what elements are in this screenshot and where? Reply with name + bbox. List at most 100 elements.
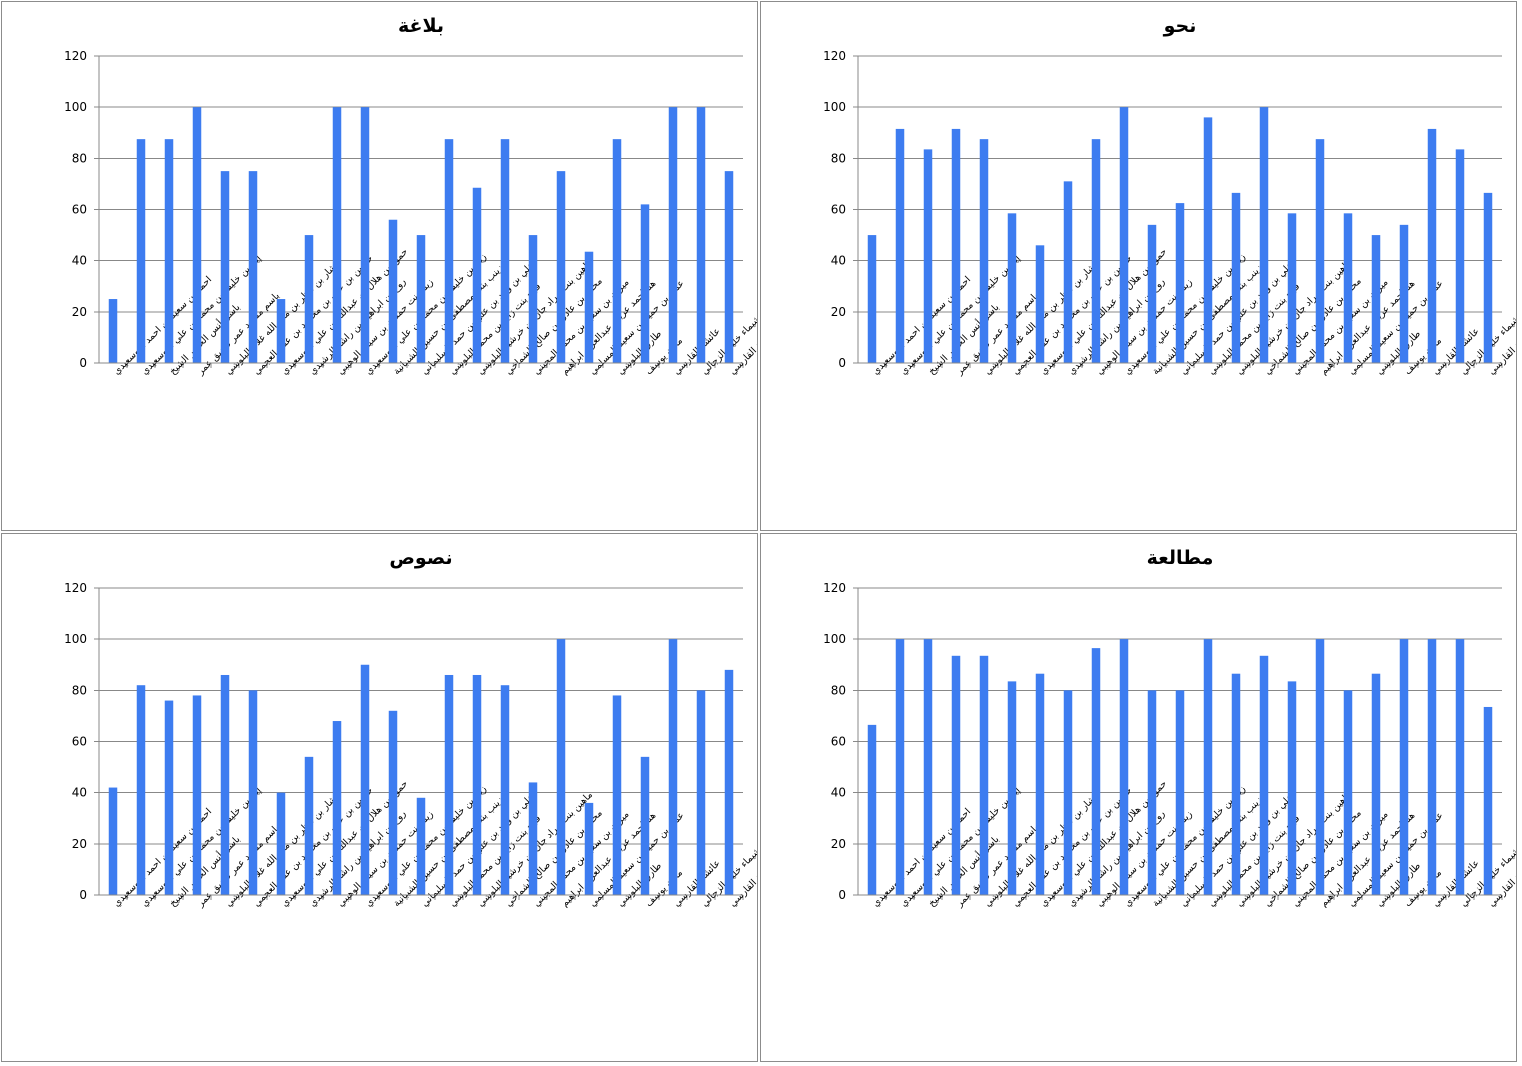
y-tick-label: 0 <box>838 356 846 370</box>
chart-title: بلاغة <box>398 15 444 37</box>
y-tick-label: 60 <box>72 735 87 749</box>
bar <box>1035 673 1045 895</box>
bar <box>136 139 146 363</box>
y-tick-label: 20 <box>831 305 846 319</box>
y-tick-label: 120 <box>823 581 846 595</box>
bar <box>1203 117 1213 364</box>
bar <box>1231 192 1241 363</box>
y-tick-label: 100 <box>823 100 846 114</box>
bar <box>696 690 706 895</box>
bar <box>108 299 118 363</box>
bar <box>1147 690 1157 895</box>
bar <box>1063 690 1073 895</box>
y-tick-label: 40 <box>72 254 87 268</box>
bar <box>1007 213 1017 363</box>
bar <box>1371 235 1381 363</box>
chart-panel-balagha: بلاغة 0 20 40 60 80 100 120 احمد بن سعيد بن احمد… <box>1 1 758 531</box>
bar <box>1119 639 1129 895</box>
bar <box>1399 639 1409 895</box>
bar <box>1259 655 1269 895</box>
bar <box>528 235 538 363</box>
bar <box>951 128 961 363</box>
bar <box>556 639 566 895</box>
bar <box>304 235 314 363</box>
bar <box>867 235 877 363</box>
bar <box>276 299 286 363</box>
bar <box>136 685 146 895</box>
bar <box>1287 681 1297 895</box>
bar <box>696 107 706 364</box>
bar <box>388 710 398 895</box>
bar <box>444 674 454 895</box>
bar <box>1315 639 1325 895</box>
bar <box>1315 139 1325 363</box>
bar <box>867 724 877 895</box>
y-tick-label: 20 <box>72 305 87 319</box>
y-tick-label: 120 <box>823 49 846 63</box>
bar <box>584 802 594 895</box>
bar <box>1427 639 1437 895</box>
bar <box>1455 639 1465 895</box>
bar <box>220 674 230 895</box>
bar <box>1343 690 1353 895</box>
bar <box>1231 673 1241 895</box>
bar <box>1371 673 1381 895</box>
y-tick-label: 40 <box>831 254 846 268</box>
bar <box>584 251 594 363</box>
bar <box>1035 245 1045 363</box>
bar <box>1483 192 1493 363</box>
y-tick-label: 0 <box>79 356 87 370</box>
bar <box>1147 224 1157 363</box>
bar <box>612 695 622 895</box>
chart-panel-nahw: نحو 0 20 40 60 80 100 120 احمد بن سعيد بن احمد ا… <box>760 1 1517 531</box>
bar <box>360 107 370 364</box>
chart-panel-nusus: نصوص 0 20 40 60 80 100 120 احمد بن سعيد بن احمد … <box>1 533 758 1062</box>
bar <box>724 171 734 363</box>
y-tick-label: 60 <box>72 203 87 217</box>
bar <box>472 187 482 363</box>
bar <box>556 171 566 363</box>
bar <box>1399 224 1409 363</box>
y-tick-label: 120 <box>64 581 87 595</box>
bar <box>444 139 454 363</box>
bar <box>192 695 202 895</box>
bar <box>1063 181 1073 363</box>
y-tick-label: 120 <box>64 49 87 63</box>
chart-title: نحو <box>1163 15 1197 37</box>
bar <box>276 792 286 895</box>
bar <box>612 139 622 363</box>
bar <box>332 107 342 364</box>
bar <box>668 107 678 364</box>
y-tick-label: 80 <box>831 683 846 697</box>
y-tick-label: 40 <box>831 786 846 800</box>
y-tick-label: 100 <box>64 100 87 114</box>
bar <box>192 107 202 364</box>
bar <box>1175 203 1185 363</box>
y-tick-label: 0 <box>838 888 846 902</box>
y-tick-label: 20 <box>831 837 846 851</box>
y-tick-label: 100 <box>823 632 846 646</box>
bar <box>640 756 650 895</box>
y-tick-label: 0 <box>79 888 87 902</box>
y-tick-label: 40 <box>72 786 87 800</box>
bar <box>724 669 734 895</box>
bar <box>500 139 510 363</box>
bar <box>108 787 118 895</box>
bar <box>1287 213 1297 363</box>
bar <box>1259 107 1269 364</box>
bar <box>951 655 961 895</box>
bar <box>895 128 905 363</box>
y-tick-label: 80 <box>72 683 87 697</box>
chart-title: مطالعة <box>1147 547 1214 569</box>
bar <box>388 219 398 363</box>
bar <box>1175 690 1185 895</box>
bar <box>332 721 342 895</box>
y-tick-label: 60 <box>831 735 846 749</box>
bar <box>528 782 538 895</box>
bar <box>923 639 933 895</box>
bar <box>1343 213 1353 363</box>
bar <box>164 139 174 363</box>
bar <box>500 685 510 895</box>
